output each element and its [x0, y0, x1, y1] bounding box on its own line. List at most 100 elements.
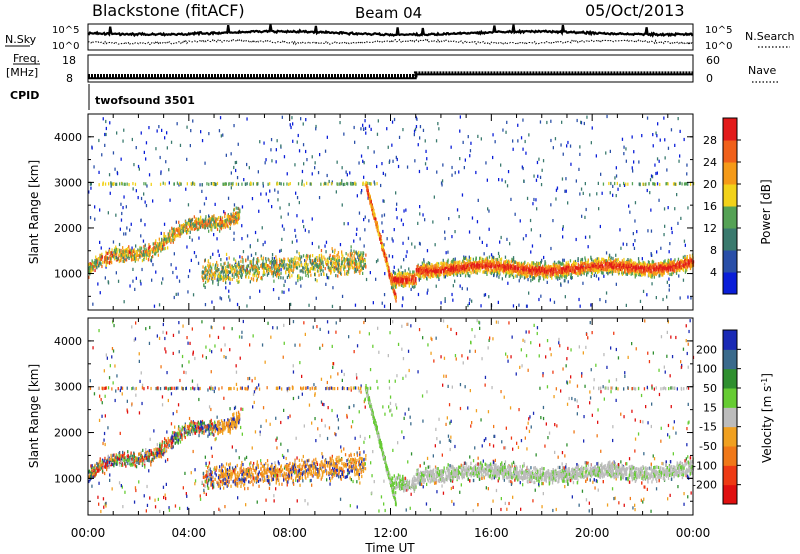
power-echo	[98, 138, 100, 143]
power-echo	[349, 266, 351, 270]
power-echo	[212, 225, 214, 229]
power-echo	[144, 243, 146, 247]
power-echo	[236, 221, 239, 225]
power-echo	[395, 299, 397, 303]
power-echo	[309, 260, 311, 264]
power-echo	[116, 250, 118, 254]
power-echo	[240, 267, 242, 271]
power-echo	[220, 220, 222, 224]
power-echo	[195, 223, 198, 227]
power-echo	[357, 252, 359, 256]
power-echo	[629, 258, 631, 262]
power-echo	[395, 279, 397, 283]
power-echo	[235, 168, 237, 173]
power-echo	[153, 304, 156, 308]
power-echo	[128, 256, 130, 260]
power-echo	[672, 271, 674, 275]
power-echo	[220, 258, 222, 262]
power-echo	[287, 212, 289, 216]
power-echo	[274, 271, 276, 275]
power-echo	[206, 182, 208, 186]
power-echo	[256, 278, 258, 283]
power-echo	[488, 295, 490, 299]
power-echo	[345, 170, 347, 174]
power-echo	[163, 232, 165, 236]
power-echo	[251, 197, 254, 201]
power-echo	[381, 244, 383, 248]
power-echo	[476, 264, 479, 268]
power-echo	[649, 178, 652, 182]
power-echo	[659, 138, 661, 142]
power-echo	[531, 244, 534, 248]
power-echo	[476, 262, 478, 266]
power-echo	[223, 210, 225, 214]
power-echo	[266, 270, 268, 274]
power-echo	[665, 182, 667, 186]
power-echo	[175, 234, 178, 238]
power-echo	[186, 245, 188, 249]
power-echo	[221, 265, 224, 270]
power-echo	[672, 182, 675, 186]
power-echo	[254, 265, 256, 269]
power-echo	[129, 228, 131, 232]
power-echo	[215, 219, 217, 223]
power-echo	[667, 206, 669, 210]
power-echo	[544, 270, 546, 274]
power-echo	[510, 272, 512, 276]
power-echo	[386, 256, 388, 260]
power-echo	[487, 266, 489, 270]
power-echo	[105, 254, 107, 258]
power-echo	[283, 290, 285, 294]
power-echo	[344, 272, 346, 276]
power-echo	[135, 146, 137, 150]
power-echo	[262, 262, 264, 266]
power-echo	[550, 246, 552, 251]
power-echo	[217, 263, 219, 267]
power-echo	[227, 214, 229, 219]
power-echo	[591, 126, 593, 130]
power-echo	[289, 123, 291, 127]
power-echo	[464, 274, 467, 278]
power-echo	[189, 269, 191, 273]
power-echo	[256, 182, 258, 186]
power-echo	[246, 117, 248, 121]
power-echo	[207, 266, 210, 270]
power-echo	[191, 218, 193, 222]
power-echo	[88, 267, 90, 271]
power-echo	[125, 254, 127, 258]
power-echo	[205, 265, 207, 269]
power-echo	[158, 303, 161, 307]
power-echo	[364, 262, 366, 267]
power-echo	[602, 271, 604, 275]
power-echo	[123, 300, 125, 304]
power-echo	[242, 258, 244, 262]
power-echo	[140, 246, 143, 250]
power-echo	[330, 258, 333, 262]
power-echo	[255, 260, 258, 265]
power-echo	[152, 199, 154, 203]
power-echo	[431, 263, 433, 267]
power-echo	[686, 268, 688, 272]
power-echo	[283, 182, 285, 186]
power-echo	[472, 257, 474, 261]
power-echo	[373, 150, 375, 154]
power-echo	[123, 259, 125, 263]
power-echo	[537, 174, 539, 178]
power-echo	[219, 296, 221, 300]
power-echo	[117, 248, 119, 252]
power-echo	[364, 182, 366, 186]
power-echo	[218, 216, 220, 220]
power-echo	[393, 265, 395, 269]
power-echo	[682, 268, 685, 272]
power-echo	[269, 260, 271, 265]
power-echo	[635, 273, 637, 277]
power-echo	[180, 229, 182, 233]
power-echo	[600, 172, 602, 176]
power-echo	[222, 269, 224, 273]
power-echo	[356, 267, 359, 271]
power-echo	[391, 237, 393, 241]
power-echo	[270, 138, 273, 142]
power-echo	[196, 226, 198, 230]
power-echo	[365, 265, 367, 269]
power-echo	[260, 192, 262, 196]
